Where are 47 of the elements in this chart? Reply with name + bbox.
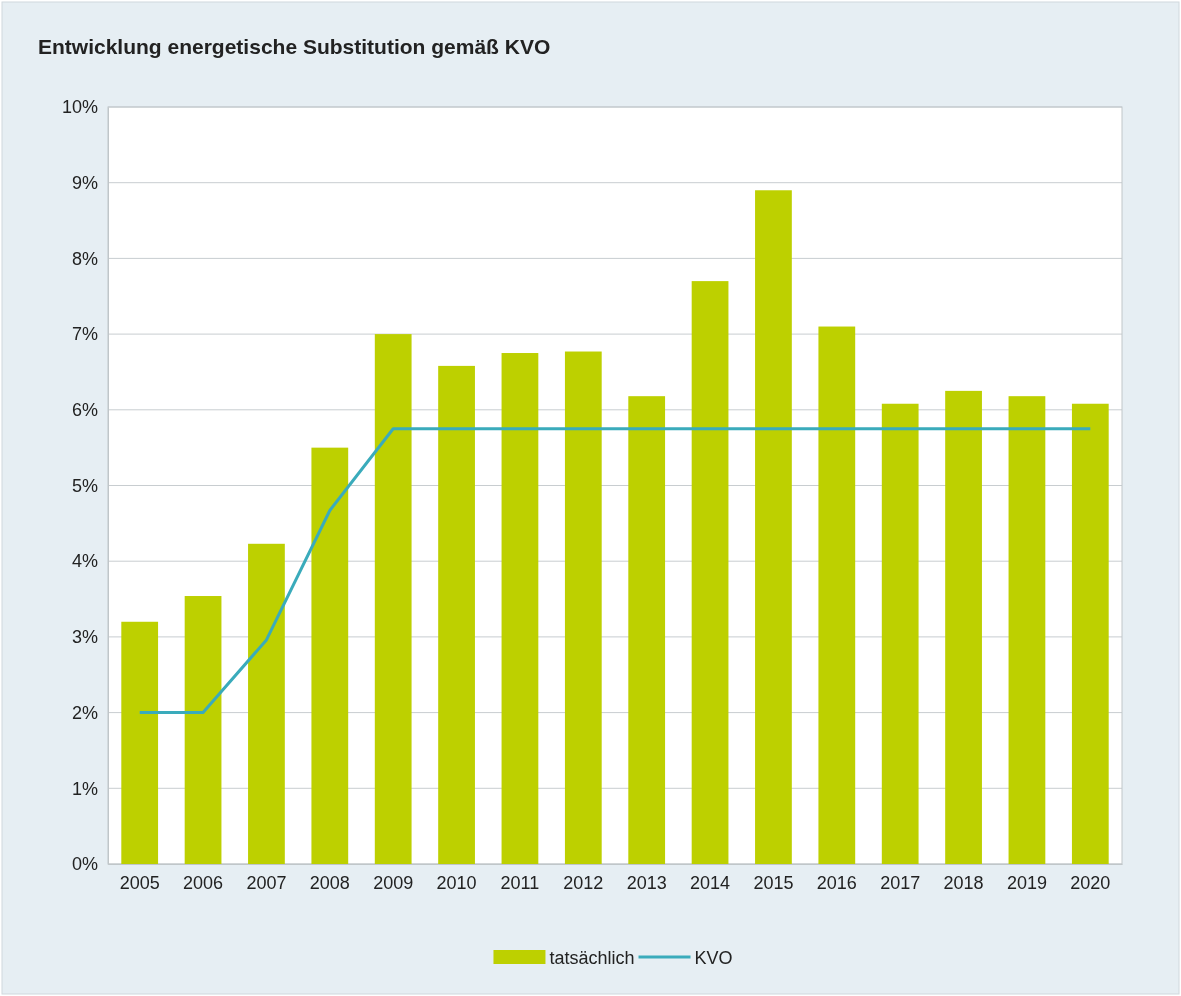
bar (374, 334, 412, 864)
x-tick-label: 2015 (753, 872, 794, 893)
y-tick-label: 5% (71, 475, 98, 496)
y-tick-label: 9% (71, 172, 98, 193)
legend-label: tatsächlich (549, 948, 635, 968)
bar (121, 621, 159, 864)
bar (945, 390, 982, 864)
x-tick-label: 2013 (626, 872, 667, 893)
y-tick-label: 10% (61, 97, 98, 118)
legend-label: KVO (694, 948, 733, 968)
bar (311, 447, 349, 864)
bar (564, 351, 602, 864)
x-tick-label: 2012 (563, 872, 604, 893)
bar (248, 543, 285, 864)
y-tick-label: 7% (71, 324, 98, 345)
y-tick-label: 0% (71, 854, 98, 875)
bar (628, 396, 666, 864)
x-tick-label: 2016 (816, 872, 857, 893)
x-tick-label: 2020 (1070, 872, 1111, 893)
bar (755, 190, 792, 864)
bar (881, 403, 919, 864)
y-tick-label: 3% (71, 627, 98, 648)
bar (184, 596, 222, 864)
y-tick-label: 8% (71, 248, 98, 269)
y-tick-label: 4% (71, 551, 98, 572)
y-tick-label: 2% (71, 702, 98, 723)
bar (691, 281, 729, 864)
bar (438, 365, 475, 864)
x-tick-label: 2018 (943, 872, 984, 893)
x-tick-label: 2010 (436, 872, 477, 893)
bar (1071, 403, 1109, 864)
x-tick-label: 2019 (1006, 872, 1047, 893)
x-tick-label: 2014 (690, 872, 731, 893)
x-tick-label: 2009 (373, 872, 414, 893)
x-tick-label: 2017 (880, 872, 921, 893)
line-series (138, 427, 1092, 715)
y-tick-label: 1% (71, 778, 98, 799)
chart-title: Entwicklung energetische Substitution gemäß KVO (38, 35, 551, 58)
x-tick-label: 2011 (500, 872, 540, 893)
bar (501, 353, 539, 864)
bar (1008, 396, 1046, 864)
x-tick-label: 2005 (119, 872, 160, 893)
x-tick-label: 2008 (309, 872, 350, 893)
bar (818, 326, 856, 864)
x-tick-label: 2007 (246, 872, 287, 893)
x-tick-label: 2006 (183, 872, 224, 893)
y-tick-label: 6% (71, 400, 98, 421)
